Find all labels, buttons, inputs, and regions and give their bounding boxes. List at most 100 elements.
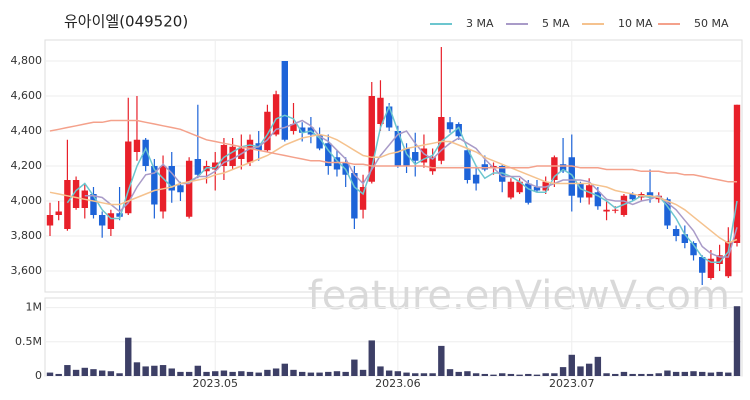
- y-tick-label: 4,200: [11, 159, 43, 172]
- candle-body: [412, 152, 419, 161]
- candle-body: [168, 166, 175, 191]
- candle-body: [185, 160, 193, 217]
- candle-body: [151, 166, 158, 205]
- volume-bar: [438, 345, 445, 376]
- legend-label: 50 MA: [694, 17, 729, 30]
- volume-bar: [125, 337, 132, 376]
- candle-body: [620, 195, 628, 215]
- candle-body: [212, 162, 219, 170]
- volume-bar: [507, 373, 515, 376]
- candle-body: [568, 157, 575, 196]
- volume-bar: [377, 366, 384, 376]
- volume-bar: [325, 371, 332, 376]
- candle-body: [359, 187, 367, 210]
- y-tick-label: 4,600: [11, 89, 43, 102]
- candle-body: [699, 257, 706, 273]
- y-tick-label: 4,800: [11, 54, 43, 67]
- candle-body: [446, 122, 454, 130]
- candle-body: [385, 106, 393, 128]
- volume-bar: [159, 365, 167, 376]
- volume-bar: [412, 373, 419, 376]
- candle-body: [394, 131, 402, 166]
- candle-body: [472, 174, 480, 184]
- volume-bar: [525, 373, 532, 376]
- volume-bar: [568, 354, 575, 376]
- candle-body: [246, 139, 254, 163]
- volume-bar: [212, 371, 219, 376]
- ma-line: [49, 119, 737, 183]
- candle-body: [107, 213, 115, 229]
- candle-body: [264, 111, 271, 151]
- volume-bar: [264, 369, 271, 376]
- volume-bar: [612, 373, 619, 376]
- volume-bar: [394, 371, 402, 376]
- volume-bar: [194, 365, 202, 376]
- candle-body: [229, 146, 236, 166]
- candle-body: [577, 183, 584, 198]
- volume-bar: [229, 371, 236, 376]
- volume-bar: [429, 373, 436, 376]
- volume-bar: [359, 369, 367, 376]
- candle-body: [499, 166, 506, 182]
- candle-body: [64, 180, 71, 229]
- volume-bar: [594, 356, 602, 376]
- volume-bar: [446, 369, 454, 376]
- volume-bar: [516, 374, 523, 376]
- legend-label: 3 MA: [466, 17, 494, 30]
- legend-label: 5 MA: [542, 17, 570, 30]
- volume-bar: [203, 371, 210, 376]
- candle-body: [420, 148, 428, 163]
- volume-bar: [707, 372, 715, 376]
- candle-body: [133, 139, 141, 152]
- candle-body: [46, 215, 54, 226]
- candle-body: [646, 192, 654, 198]
- y-tick-label: 1M: [26, 301, 43, 314]
- volume-bar: [385, 370, 393, 376]
- legend-label: 10 MA: [618, 17, 653, 30]
- volume-bar: [472, 373, 480, 376]
- volume-bar: [690, 371, 697, 376]
- volume-bar: [151, 365, 158, 376]
- candle-body: [194, 159, 202, 175]
- candle-body: [281, 61, 288, 140]
- candle-body: [603, 209, 610, 212]
- ma-line: [49, 133, 738, 244]
- y-tick-label: 0: [35, 369, 42, 382]
- volume-bar: [533, 374, 541, 376]
- volume-bar: [559, 367, 567, 376]
- candle-body: [464, 150, 471, 180]
- candle-body: [177, 185, 184, 193]
- x-tick-label: 2023.05: [192, 377, 238, 390]
- candle-body: [438, 117, 445, 161]
- volume-bar: [490, 374, 497, 376]
- volume-bar: [238, 371, 245, 376]
- volume-bar: [246, 371, 254, 376]
- candle-body: [455, 124, 462, 137]
- volume-bar: [116, 373, 123, 376]
- volume-bar: [307, 372, 315, 376]
- volume-bar: [142, 366, 149, 376]
- volume-bar: [351, 359, 358, 376]
- volume-bar: [542, 373, 549, 376]
- candle-body: [142, 139, 149, 166]
- volume-bar: [55, 373, 62, 376]
- volume-bar: [133, 362, 141, 376]
- volume-bar: [725, 372, 732, 376]
- volume-bar: [655, 373, 662, 376]
- candle-body: [220, 145, 228, 166]
- candle-body: [272, 94, 280, 135]
- candle-body: [72, 180, 80, 208]
- volume-bar: [672, 371, 680, 376]
- ma-line: [84, 119, 738, 258]
- candle-body: [690, 243, 697, 256]
- volume-bar: [499, 373, 506, 376]
- volume-bar: [620, 371, 628, 376]
- volume-bar: [290, 369, 297, 376]
- volume-bar: [464, 371, 471, 376]
- y-tick-label: 4,400: [11, 124, 43, 137]
- candle-body: [125, 141, 132, 214]
- volume-bar: [81, 367, 88, 376]
- candle-body: [368, 96, 375, 182]
- candle-body: [290, 124, 297, 131]
